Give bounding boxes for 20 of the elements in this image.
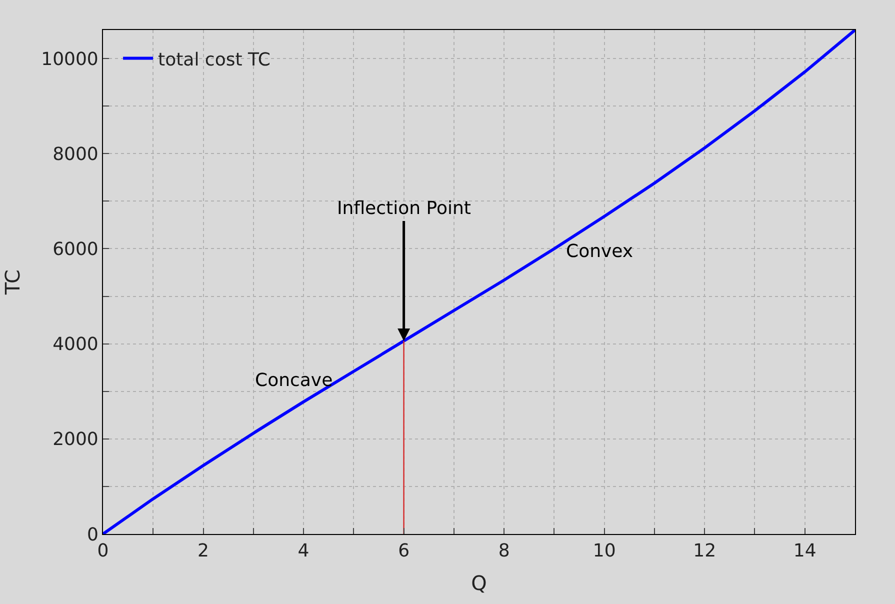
x-tick-label: 6 [398,540,410,562]
x-axis-title: Q [471,571,487,596]
x-tick-label: 14 [793,540,816,562]
annotation: Convex [566,241,634,262]
annotation: Concave [255,370,333,391]
x-tick-label: 2 [198,540,209,562]
x-tick-label: 12 [693,540,716,562]
y-tick-label: 8000 [52,144,98,165]
legend-label: total cost TC [158,49,271,70]
y-tick-label: 10000 [41,48,98,70]
annotation: Inflection Point [337,198,471,219]
y-tick-label: 4000 [52,334,98,356]
y-axis-title: TC [0,269,25,296]
y-tick-label: 6000 [52,239,98,260]
x-tick-label: 10 [592,540,616,562]
x-tick-label: 8 [498,540,510,562]
line-series [103,30,855,534]
y-tick-label: 0 [86,524,98,546]
y-tick-label: 2000 [52,429,98,450]
x-tick-label: 4 [298,540,310,562]
